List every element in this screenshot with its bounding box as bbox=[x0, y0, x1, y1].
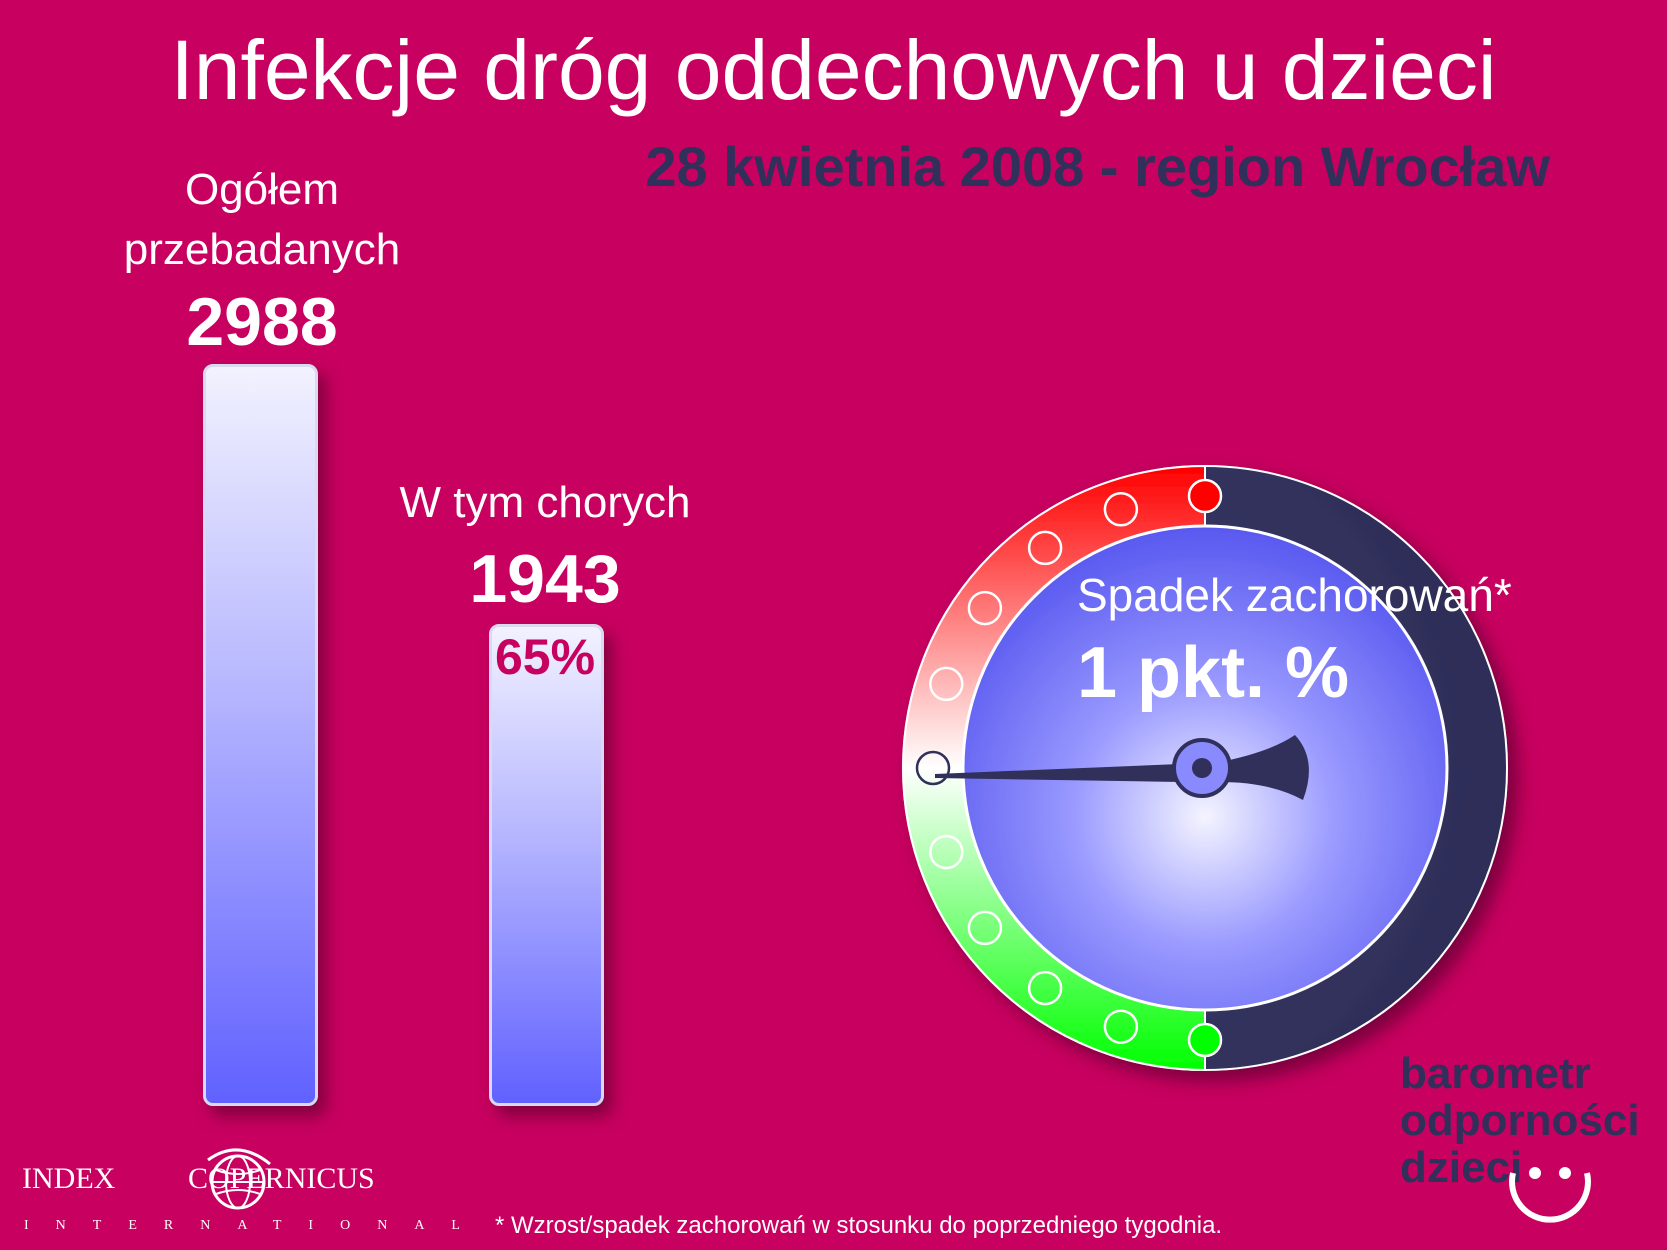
needle-pointer bbox=[935, 764, 1180, 782]
publisher-word1: INDEX bbox=[22, 1162, 116, 1195]
gauge-marker bbox=[1027, 970, 1063, 1006]
gauge-markers bbox=[915, 478, 1223, 1058]
gauge-marker bbox=[1187, 478, 1223, 514]
needle-tail bbox=[1220, 735, 1309, 800]
bar-total bbox=[203, 364, 318, 1106]
sick-percent: 65% bbox=[494, 629, 596, 685]
globe-icon bbox=[207, 1148, 271, 1210]
gauge-marker bbox=[967, 910, 1003, 946]
bar-sick bbox=[489, 623, 604, 1106]
barometr-line1: barometr bbox=[1400, 1049, 1591, 1098]
footnote: * Wzrost/spadek zachorowań w stosunku do… bbox=[495, 1212, 1223, 1239]
total-label: Ogółem przebadanych bbox=[62, 160, 462, 280]
gauge-label: Spadek zachorowań* bbox=[1077, 569, 1512, 621]
gauge-marker bbox=[1103, 1009, 1139, 1044]
barometr-line2: odporności bbox=[1400, 1096, 1640, 1145]
publisher-word2: COPERNICUS bbox=[188, 1162, 375, 1195]
gauge-marker bbox=[1027, 530, 1063, 566]
sick-label: W tym chorych bbox=[399, 478, 691, 527]
gauge-value: 1 pkt. % bbox=[1077, 633, 1350, 713]
barometr-line3: dzieci bbox=[1400, 1143, 1523, 1192]
gauge-needle bbox=[935, 735, 1309, 800]
gauge-marker bbox=[915, 750, 951, 786]
total-label-line2: przebadanych bbox=[123, 225, 401, 274]
gauge-marker bbox=[929, 666, 964, 702]
sick-value: 1943 bbox=[469, 541, 621, 617]
gauge-marker bbox=[1187, 1022, 1223, 1058]
gauge-marker bbox=[1103, 492, 1139, 527]
smiley-icon bbox=[1509, 1167, 1591, 1223]
gauge-marker bbox=[929, 834, 964, 870]
barometr-logo: barometr odporności dzieci bbox=[1400, 1050, 1665, 1191]
chart-subtitle: 28 kwietnia 2008 - region Wrocław bbox=[645, 135, 1550, 198]
total-label-line1: Ogółem bbox=[184, 165, 340, 214]
needle-hub-center bbox=[1192, 758, 1212, 778]
gauge-marker bbox=[967, 590, 1003, 626]
total-value: 2988 bbox=[186, 284, 338, 360]
publisher-sub: INTERNATIONAL bbox=[24, 1218, 487, 1233]
chart-title: Infekcje dróg oddechowych u dzieci bbox=[170, 23, 1497, 117]
